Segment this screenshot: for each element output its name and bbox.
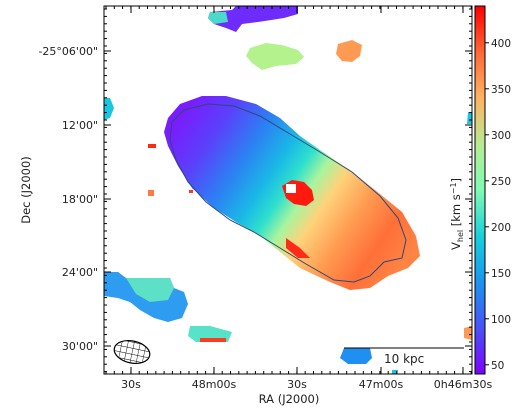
colorbar-tick-label: 300 [491, 130, 511, 142]
axis-ticks [104, 6, 472, 374]
x-tick-label: 30s [287, 378, 307, 391]
blob-top [208, 6, 298, 32]
y-tick-label: -25°06'00" [38, 45, 98, 58]
plot-frame [103, 5, 473, 375]
blob-left-edge [104, 98, 114, 120]
blob-lower-small-red [200, 338, 226, 342]
beam-ellipse [113, 340, 151, 364]
colorbar-label-close: ] [449, 178, 463, 183]
blob-bottom-dot [392, 370, 398, 374]
x-tick-label: 48m00s [192, 378, 237, 391]
blob-top-cyan [208, 12, 228, 24]
colorbar-tick-label: 250 [491, 176, 511, 188]
x-tick-label: 0h46m30s [434, 378, 493, 391]
blob-top-right [336, 40, 362, 62]
velocity-field: 10 kpc [104, 6, 472, 374]
y-tick-label: 12'00" [62, 119, 98, 132]
x-tick-label: 47m00s [359, 378, 404, 391]
blob-top-mid [246, 43, 304, 70]
colorbar-tick-label: 200 [491, 222, 511, 234]
colorbar-label: Vhel [km s−1] [449, 178, 465, 250]
colorbar-tick-label: 150 [491, 268, 511, 280]
galaxy-core-hole [286, 184, 296, 193]
galaxy-red-edge [286, 238, 310, 258]
y-tick-label: 18'00" [62, 193, 98, 206]
colorbar-tick-label: 50 [491, 360, 504, 372]
scale-bar-label: 10 kpc [384, 352, 424, 366]
colorbar-label-unit: [km s [449, 194, 463, 230]
blob-lower-left-green [126, 278, 174, 302]
dot-red [148, 144, 156, 148]
colorbar-tick-label: 350 [491, 84, 511, 96]
blob-right-bottom [464, 326, 472, 340]
x-tick-labels: 30s 48m00s 30s 47m00s 0h46m30s [121, 378, 492, 391]
x-axis-title: RA (J2000) [259, 392, 320, 406]
colorbar [474, 5, 486, 375]
colorbar-label-exp: −1 [449, 182, 458, 194]
dot-orange-2 [189, 190, 193, 193]
y-axis-title: Dec (J2000) [19, 156, 33, 224]
colorbar-label-main: V [449, 242, 463, 250]
y-tick-label: 30'00" [62, 340, 98, 353]
galaxy-contour [169, 103, 407, 283]
colorbar-label-sub: hel [456, 230, 465, 242]
colorbar-tick-label: 400 [491, 38, 511, 50]
blob-bottom [340, 348, 372, 364]
y-tick-label: 24'00" [62, 266, 98, 279]
dot-orange-1 [148, 190, 154, 196]
blob-right-edge [467, 112, 472, 124]
y-tick-labels: -25°06'00" 12'00" 18'00" 24'00" 30'00" [38, 45, 98, 353]
x-tick-label: 30s [121, 378, 141, 391]
colorbar-ticks: 50 100 150 200 250 300 350 400 [485, 38, 511, 372]
colorbar-tick-label: 100 [491, 314, 511, 326]
